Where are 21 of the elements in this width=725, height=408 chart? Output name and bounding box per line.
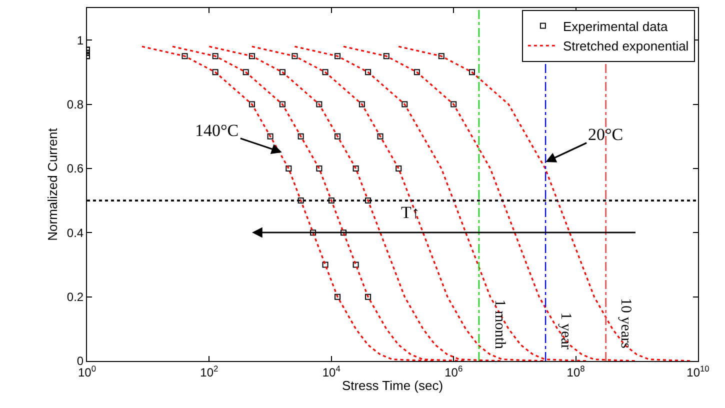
y-tick-label: 1	[76, 33, 84, 48]
ref-line-label: 10 years	[618, 298, 634, 349]
y-tick-label: 0	[76, 354, 84, 368]
y-tick-label: 0.4	[66, 226, 84, 240]
annotation: 140°C	[195, 121, 239, 140]
legend-label: Stretched exponential	[562, 38, 689, 54]
x-axis-title: Stress Time (sec)	[342, 378, 444, 393]
y-tick-label: 0.2	[66, 290, 84, 304]
x-tick-label: 10$^{10}$	[686, 363, 710, 380]
x-tick-label: 10$^{4}$	[322, 363, 341, 380]
ref-line-label: 1 month	[491, 299, 508, 350]
y-tick-label: 0.6	[66, 162, 84, 176]
y-tick-label: 0.8	[66, 97, 84, 112]
ref-line-label: 1 year	[557, 312, 574, 350]
x-tick-label: 10$^{6}$	[444, 363, 463, 380]
annotation: T↑	[401, 203, 420, 222]
x-tick-label: 10$^{8}$	[566, 363, 586, 380]
x-tick-label: 10$^{2}$	[200, 363, 219, 380]
annotation: 20°C	[588, 125, 624, 144]
legend-label: Experimental data	[562, 18, 668, 34]
y-axis-title: Normalized Current	[44, 128, 60, 241]
